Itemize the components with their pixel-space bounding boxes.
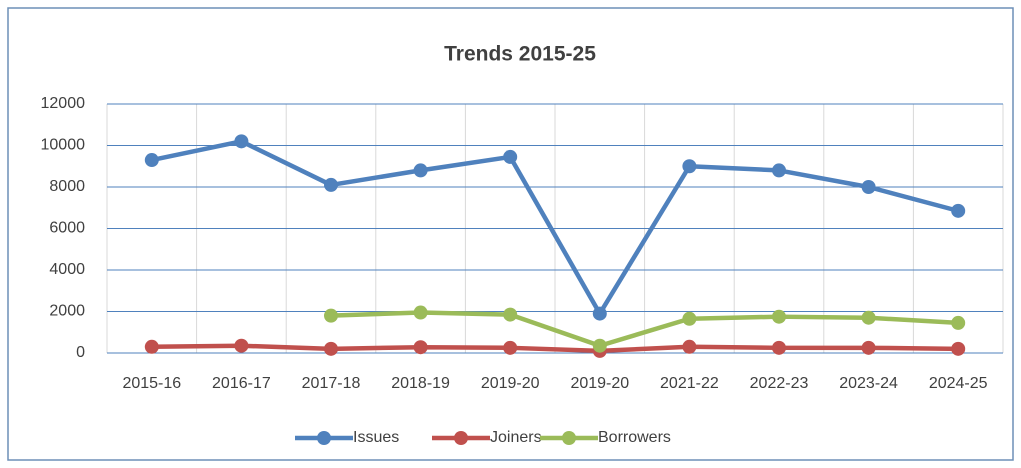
data-point: [324, 308, 338, 323]
data-point: [144, 153, 159, 168]
data-point: [144, 339, 159, 354]
legend-label: Joiners: [490, 429, 542, 446]
data-point: [951, 315, 966, 330]
y-tick-label: 8000: [49, 178, 85, 195]
data-point: [682, 339, 697, 354]
data-point: [234, 338, 249, 353]
series-line: [151, 139, 959, 316]
data-point: [861, 180, 876, 194]
x-tick-label: 2018-19: [391, 375, 450, 392]
y-tick-label: 0: [76, 344, 85, 361]
data-point: [413, 163, 428, 178]
data-point: [592, 306, 607, 321]
data-point: [413, 305, 428, 320]
data-point: [503, 340, 518, 355]
chart-frame: [7, 7, 1014, 461]
x-tick-label: 2019-20: [481, 375, 540, 392]
legend-label: Borrowers: [598, 429, 671, 446]
data-point: [682, 159, 697, 174]
data-point: [503, 307, 518, 322]
y-tick-label: 6000: [49, 220, 85, 237]
data-point: [503, 149, 518, 164]
y-tick-label: 12000: [41, 95, 86, 112]
y-tick-label: 10000: [41, 137, 86, 154]
legend-marker: [454, 431, 468, 445]
legend-label: Issues: [353, 429, 399, 446]
data-point: [861, 340, 876, 355]
data-point: [772, 309, 786, 324]
data-point: [951, 203, 966, 218]
legend-marker: [317, 431, 331, 445]
data-point: [234, 134, 249, 149]
y-tick-label: 4000: [49, 261, 85, 278]
data-point: [413, 340, 428, 355]
x-tick-label: 2015-16: [122, 375, 181, 392]
x-tick-label: 2024-25: [929, 375, 988, 392]
data-point: [592, 338, 607, 353]
series-line: [330, 310, 959, 348]
data-point: [861, 310, 876, 325]
data-point: [951, 341, 966, 356]
x-tick-label: 2022-23: [750, 375, 809, 392]
data-point: [682, 311, 697, 326]
data-point: [324, 177, 338, 192]
x-tick-label: 2023-24: [839, 375, 898, 392]
data-point: [772, 163, 786, 178]
data-point: [772, 340, 786, 355]
x-tick-label: 2016-17: [212, 375, 271, 392]
x-tick-label: 2017-18: [302, 375, 361, 392]
data-point: [324, 341, 338, 356]
chart-title: Trends 2015-25: [444, 43, 596, 66]
x-tick-label: 2019-20: [570, 375, 629, 392]
x-tick-label: 2021-22: [660, 375, 719, 392]
y-tick-label: 2000: [49, 303, 85, 320]
legend-marker: [562, 431, 576, 445]
series-line: [151, 343, 959, 354]
